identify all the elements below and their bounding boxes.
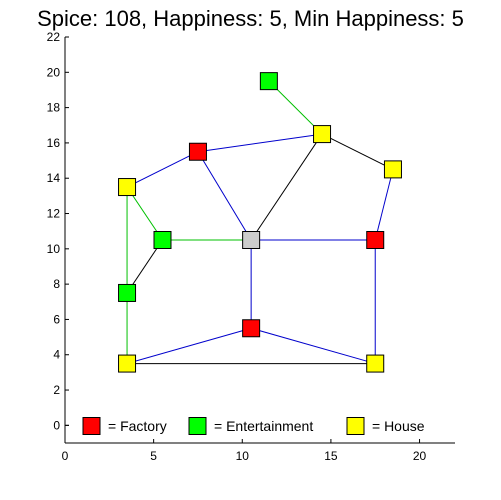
y-tick-label: 8 [53, 277, 60, 291]
y-tick-label: 16 [47, 136, 61, 150]
y-tick-label: 6 [53, 312, 60, 326]
edge-factory-1-center [197, 151, 252, 241]
edge-house-1-house-2 [321, 133, 394, 170]
legend-house-swatch [346, 417, 365, 435]
edge-house-3-factory-1 [126, 151, 199, 188]
legend-entertainment-label: = Entertainment [214, 418, 313, 434]
factory-3-node [242, 319, 261, 338]
x-tick-label: 10 [236, 449, 250, 463]
y-tick-label: 0 [53, 418, 60, 432]
edge-house-1-center [250, 133, 323, 241]
map-nodes [118, 72, 402, 373]
legend-factory-label: = Factory [108, 418, 167, 434]
y-tick-label: 4 [53, 348, 60, 362]
entertainment-3-node [118, 283, 137, 302]
x-tick-label: 15 [324, 449, 338, 463]
y-tick-label: 20 [47, 65, 61, 79]
y-tick-label: 14 [47, 171, 61, 185]
legend: = Factory = Entertainment = House [82, 417, 425, 435]
axes: 0 5 10 15 20 0 2 4 6 8 10 12 14 16 18 20 22 [47, 30, 455, 463]
entertainment-1-node [259, 72, 278, 91]
edge-factory-1-house-1 [197, 133, 323, 153]
edge-house-4-factory-3 [126, 327, 252, 365]
y-tick-label: 18 [47, 101, 61, 115]
factory-1-node [188, 142, 207, 161]
house-1-node [313, 125, 332, 144]
legend-entertainment-swatch [188, 417, 207, 435]
y-tick-label: 22 [47, 30, 61, 44]
house-4-node [118, 354, 137, 373]
y-tick-label: 2 [53, 383, 60, 397]
x-tick-label: 0 [62, 449, 69, 463]
x-tick-label: 5 [150, 449, 157, 463]
legend-house-label: = House [372, 418, 425, 434]
edge-house-2-factory-2 [374, 169, 394, 241]
entertainment-2-node [153, 231, 172, 249]
edge-factory-3-house-5 [250, 327, 376, 365]
factory-2-node [366, 231, 385, 249]
legend-factory-swatch [82, 417, 101, 435]
house-5-node [366, 354, 385, 373]
x-tick-label: 20 [413, 449, 427, 463]
house-2-node [383, 160, 402, 179]
game-status-title: Spice: 108, Happiness: 5, Min Happiness:… [37, 6, 464, 31]
y-tick-label: 10 [47, 242, 61, 256]
y-tick-label: 12 [47, 207, 61, 221]
center-node [242, 231, 261, 249]
house-3-node [118, 178, 137, 197]
